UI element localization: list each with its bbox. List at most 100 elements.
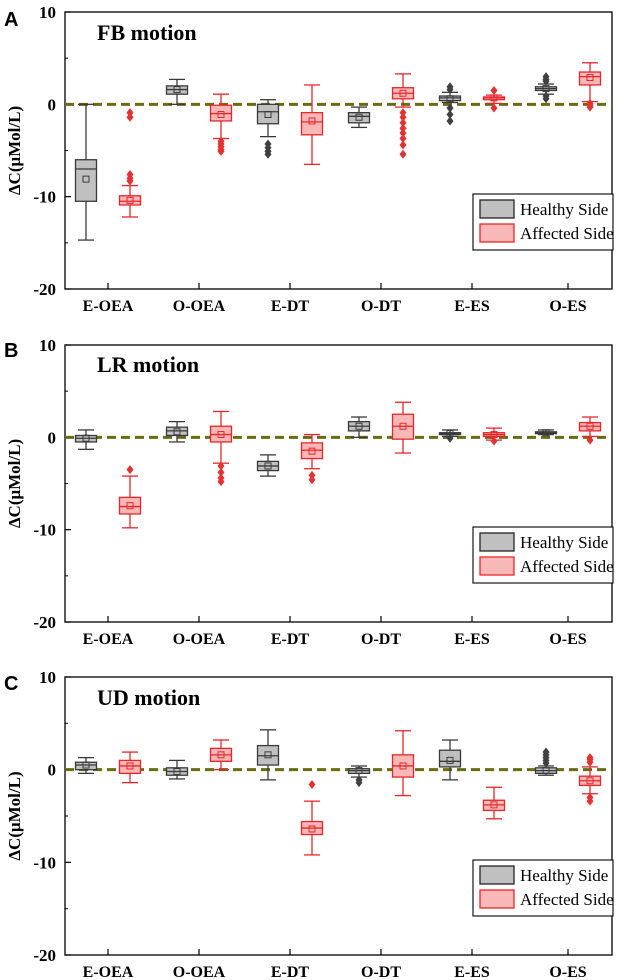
legend: Healthy Side Affected Side bbox=[472, 193, 614, 251]
mean-marker bbox=[542, 429, 550, 437]
panel-b: B LR motion 10 0 -10 -20 ΔC(μMol/L) E-OEA O-OEA E… bbox=[4, 336, 614, 648]
box-body bbox=[74, 159, 98, 202]
outlier-point bbox=[586, 796, 594, 806]
healthy-box-e-dt bbox=[256, 99, 280, 159]
affected-box-o-oea bbox=[209, 739, 233, 771]
affected-box-o-es bbox=[578, 416, 602, 445]
affected-box-e-es bbox=[482, 427, 506, 446]
outlier-point bbox=[217, 477, 225, 487]
mean-marker bbox=[173, 86, 181, 94]
affected-box-e-es bbox=[482, 786, 506, 820]
mean-marker bbox=[586, 777, 594, 785]
mean-marker bbox=[217, 431, 225, 439]
legend: Healthy Side Affected Side bbox=[472, 859, 614, 917]
x-tick-label: E-DT bbox=[271, 298, 310, 315]
x-tick-label: O-ES bbox=[549, 631, 586, 648]
outlier-point bbox=[586, 753, 594, 763]
mean-marker bbox=[490, 801, 498, 809]
x-tick-label: O-ES bbox=[549, 964, 586, 980]
panel-letter: C bbox=[4, 673, 18, 695]
healthy-box-e-es bbox=[438, 739, 462, 781]
box-body bbox=[118, 195, 142, 206]
mean-marker bbox=[308, 825, 316, 833]
healthy-box-o-es bbox=[534, 429, 558, 437]
x-tick-label: E-OEA bbox=[83, 298, 134, 315]
healthy-box-o-oea bbox=[165, 78, 189, 105]
outlier-point bbox=[217, 146, 225, 156]
affected-box-o-es bbox=[578, 753, 602, 806]
outlier-point bbox=[126, 465, 134, 475]
outlier-point bbox=[542, 747, 550, 757]
mean-marker bbox=[308, 447, 316, 455]
outlier-point bbox=[490, 85, 498, 95]
y-axis-label: ΔC(μMol/L) bbox=[5, 106, 24, 195]
outlier-point bbox=[264, 149, 272, 159]
affected-box-o-dt bbox=[391, 730, 415, 797]
mean-marker bbox=[82, 434, 90, 442]
affected-box-o-es bbox=[578, 62, 602, 112]
mean-marker bbox=[586, 422, 594, 430]
mean-marker bbox=[173, 768, 181, 776]
healthy-box-o-es bbox=[534, 72, 558, 104]
legend-label: Healthy Side bbox=[520, 200, 608, 219]
outlier-point bbox=[399, 118, 407, 128]
outlier-point bbox=[399, 128, 407, 138]
x-tick-label: O-OEA bbox=[173, 298, 226, 315]
outlier-point bbox=[399, 123, 407, 133]
mean-marker bbox=[126, 196, 134, 204]
y-tick-label: 10 bbox=[39, 3, 56, 22]
mean-marker bbox=[355, 422, 363, 430]
y-tick-label: -20 bbox=[33, 280, 56, 299]
box-body bbox=[578, 71, 602, 86]
affected-box-e-es bbox=[482, 85, 506, 113]
affected-box-e-dt bbox=[300, 433, 324, 485]
legend: Healthy Side Affected Side bbox=[472, 526, 614, 584]
outlier-point bbox=[355, 778, 363, 788]
mean-marker bbox=[126, 762, 134, 770]
y-tick-label: -10 bbox=[33, 853, 56, 872]
x-tick-label: E-DT bbox=[271, 964, 310, 980]
panel-title: UD motion bbox=[97, 685, 200, 710]
outlier-point bbox=[490, 436, 498, 446]
panel-letter: B bbox=[4, 340, 18, 362]
legend-swatch bbox=[479, 532, 515, 552]
affected-box-e-oea bbox=[118, 108, 142, 218]
healthy-box-o-dt bbox=[347, 765, 371, 788]
x-tick-label: E-DT bbox=[271, 631, 310, 648]
outlier-point bbox=[446, 109, 454, 119]
mean-marker bbox=[264, 110, 272, 118]
x-tick-label: E-OEA bbox=[83, 631, 134, 648]
healthy-box-e-dt bbox=[256, 729, 280, 781]
mean-marker bbox=[399, 762, 407, 770]
healthy-box-e-dt bbox=[256, 454, 280, 477]
y-tick-label: 10 bbox=[39, 668, 56, 687]
y-tick-label: -10 bbox=[33, 188, 56, 207]
mean-marker bbox=[173, 428, 181, 436]
mean-marker bbox=[217, 751, 225, 759]
healthy-box-e-es bbox=[438, 429, 462, 443]
mean-marker bbox=[586, 74, 594, 82]
mean-marker bbox=[82, 175, 90, 183]
outlier-point bbox=[446, 433, 454, 443]
y-axis-label: ΔC(μMol/L) bbox=[5, 771, 24, 860]
healthy-box-e-oea bbox=[74, 756, 98, 775]
outlier-point bbox=[399, 112, 407, 122]
mean-marker bbox=[399, 89, 407, 97]
y-axis-label: ΔC(μMol/L) bbox=[5, 439, 24, 528]
healthy-box-o-dt bbox=[347, 106, 371, 129]
healthy-box-e-oea bbox=[74, 103, 98, 241]
healthy-box-o-es bbox=[534, 747, 558, 776]
x-tick-label: O-OEA bbox=[173, 631, 226, 648]
legend-swatch bbox=[479, 199, 515, 219]
x-tick-label: O-ES bbox=[549, 298, 586, 315]
outlier-point bbox=[586, 102, 594, 112]
mean-marker bbox=[264, 751, 272, 759]
box-body bbox=[347, 111, 371, 124]
outlier-point bbox=[399, 133, 407, 143]
affected-box-e-oea bbox=[118, 465, 142, 529]
y-tick-label: -10 bbox=[33, 521, 56, 540]
legend-label: Affected Side bbox=[520, 224, 614, 243]
x-tick-label: E-ES bbox=[454, 298, 490, 315]
outlier-point bbox=[586, 435, 594, 445]
panel-c: C UD motion 10 0 -10 -20 ΔC(μMol/L) E-OEA O-OEA E… bbox=[4, 668, 614, 980]
